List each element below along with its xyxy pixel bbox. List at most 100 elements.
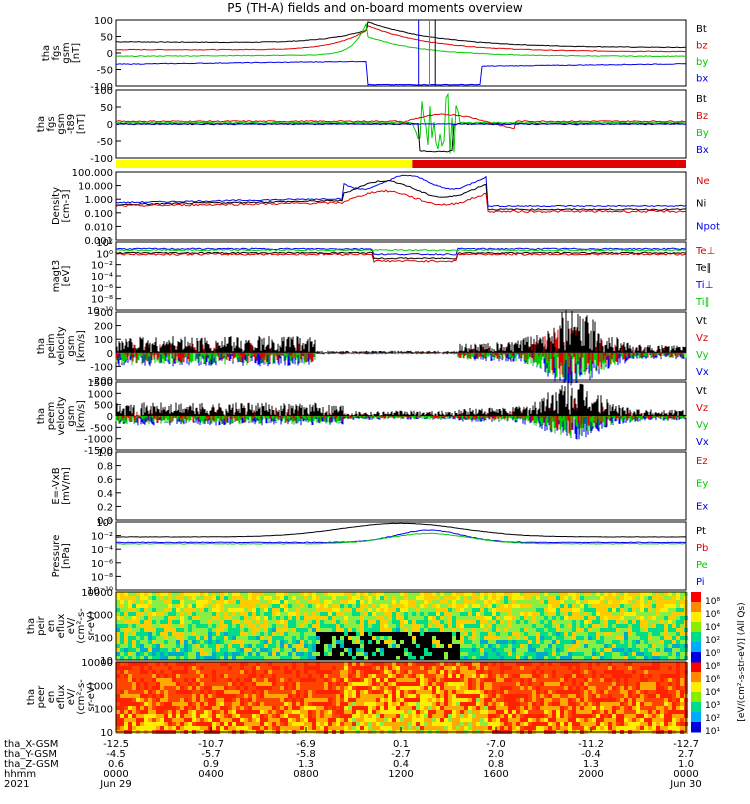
heatmap-cell bbox=[408, 726, 412, 730]
heatmap-cell bbox=[632, 632, 636, 636]
heatmap-cell bbox=[228, 656, 232, 660]
heatmap-cell bbox=[192, 710, 196, 714]
heatmap-cell bbox=[420, 636, 424, 640]
heatmap-cell bbox=[412, 706, 416, 710]
heatmap-cell bbox=[224, 726, 228, 730]
heatmap-cell bbox=[128, 604, 132, 608]
heatmap-cell bbox=[328, 636, 332, 640]
heatmap-cell bbox=[160, 604, 164, 608]
heatmap-cell bbox=[232, 686, 236, 690]
heatmap-cell bbox=[576, 702, 580, 706]
heatmap-cell bbox=[252, 722, 256, 726]
heatmap-cell bbox=[132, 662, 136, 666]
heatmap-cell bbox=[292, 706, 296, 710]
heatmap-cell bbox=[652, 616, 656, 620]
heatmap-cell bbox=[580, 686, 584, 690]
heatmap-cell bbox=[316, 714, 320, 718]
heatmap-cell bbox=[580, 600, 584, 604]
heatmap-cell bbox=[556, 648, 560, 652]
heatmap-cell bbox=[472, 710, 476, 714]
heatmap-cell bbox=[268, 640, 272, 644]
heatmap-cell bbox=[444, 604, 448, 608]
heatmap-cell bbox=[272, 666, 276, 670]
heatmap-cell bbox=[412, 710, 416, 714]
heatmap-cell bbox=[268, 612, 272, 616]
heatmap-cell bbox=[460, 666, 464, 670]
heatmap-cell bbox=[316, 596, 320, 600]
heatmap-cell bbox=[448, 592, 452, 596]
heatmap-cell bbox=[212, 608, 216, 612]
heatmap-cell bbox=[236, 714, 240, 718]
heatmap-cell bbox=[276, 624, 280, 628]
heatmap-cell bbox=[352, 656, 356, 660]
heatmap-cell bbox=[436, 678, 440, 682]
heatmap-cell bbox=[632, 616, 636, 620]
heatmap-cell bbox=[224, 710, 228, 714]
heatmap-cell bbox=[664, 620, 668, 624]
heatmap-cell bbox=[620, 596, 624, 600]
heatmap-cell bbox=[488, 656, 492, 660]
heatmap-cell bbox=[256, 596, 260, 600]
heatmap-cell bbox=[504, 628, 508, 632]
heatmap-cell bbox=[296, 592, 300, 596]
heatmap-cell bbox=[348, 632, 352, 636]
heatmap-cell bbox=[444, 694, 448, 698]
heatmap-cell bbox=[528, 600, 532, 604]
heatmap-cell bbox=[160, 652, 164, 656]
heatmap-cell bbox=[188, 706, 192, 710]
heatmap-cell bbox=[340, 652, 344, 656]
heatmap-cell bbox=[620, 608, 624, 612]
heatmap-cell bbox=[440, 694, 444, 698]
heatmap-cell bbox=[216, 694, 220, 698]
heatmap-cell bbox=[664, 648, 668, 652]
heatmap-cell bbox=[492, 620, 496, 624]
heatmap-cell bbox=[608, 648, 612, 652]
heatmap-cell bbox=[404, 722, 408, 726]
heatmap-cell bbox=[136, 726, 140, 730]
heatmap-cell bbox=[404, 690, 408, 694]
heatmap-cell bbox=[492, 714, 496, 718]
heatmap-cell bbox=[308, 612, 312, 616]
heatmap-cell bbox=[308, 608, 312, 612]
heatmap-cell bbox=[524, 604, 528, 608]
heatmap-cell bbox=[388, 670, 392, 674]
heatmap-cell bbox=[232, 666, 236, 670]
heatmap-cell bbox=[568, 706, 572, 710]
heatmap-cell bbox=[188, 694, 192, 698]
heatmap-cell bbox=[292, 686, 296, 690]
heatmap-cell bbox=[492, 632, 496, 636]
heatmap-cell bbox=[376, 640, 380, 644]
heatmap-cell bbox=[468, 718, 472, 722]
heatmap-cell bbox=[568, 674, 572, 678]
heatmap-cell bbox=[200, 670, 204, 674]
heatmap-cell bbox=[376, 674, 380, 678]
heatmap-cell bbox=[432, 706, 436, 710]
heatmap-cell bbox=[372, 690, 376, 694]
heatmap-cell bbox=[224, 674, 228, 678]
heatmap-cell bbox=[476, 636, 480, 640]
heatmap-cell bbox=[140, 706, 144, 710]
heatmap-cell bbox=[452, 666, 456, 670]
legend-Te⊥: Te⊥ bbox=[695, 246, 715, 257]
heatmap-cell bbox=[256, 698, 260, 702]
heatmap-cell bbox=[680, 592, 684, 596]
heatmap-cell bbox=[324, 706, 328, 710]
heatmap-cell bbox=[360, 722, 364, 726]
heatmap-cell bbox=[236, 608, 240, 612]
heatmap-cell bbox=[608, 702, 612, 706]
heatmap-cell bbox=[248, 702, 252, 706]
heatmap-cell bbox=[260, 674, 264, 678]
heatmap-cell bbox=[532, 722, 536, 726]
heatmap-cell bbox=[340, 600, 344, 604]
heatmap-cell bbox=[224, 592, 228, 596]
heatmap-cell bbox=[524, 620, 528, 624]
heatmap-cell bbox=[152, 624, 156, 628]
heatmap-cell bbox=[120, 632, 124, 636]
heatmap-cell bbox=[500, 706, 504, 710]
heatmap-cell bbox=[288, 686, 292, 690]
heatmap-cell bbox=[516, 682, 520, 686]
heatmap-cell bbox=[176, 722, 180, 726]
heatmap-cell bbox=[616, 702, 620, 706]
heatmap-cell bbox=[476, 714, 480, 718]
heatmap-cell bbox=[344, 694, 348, 698]
